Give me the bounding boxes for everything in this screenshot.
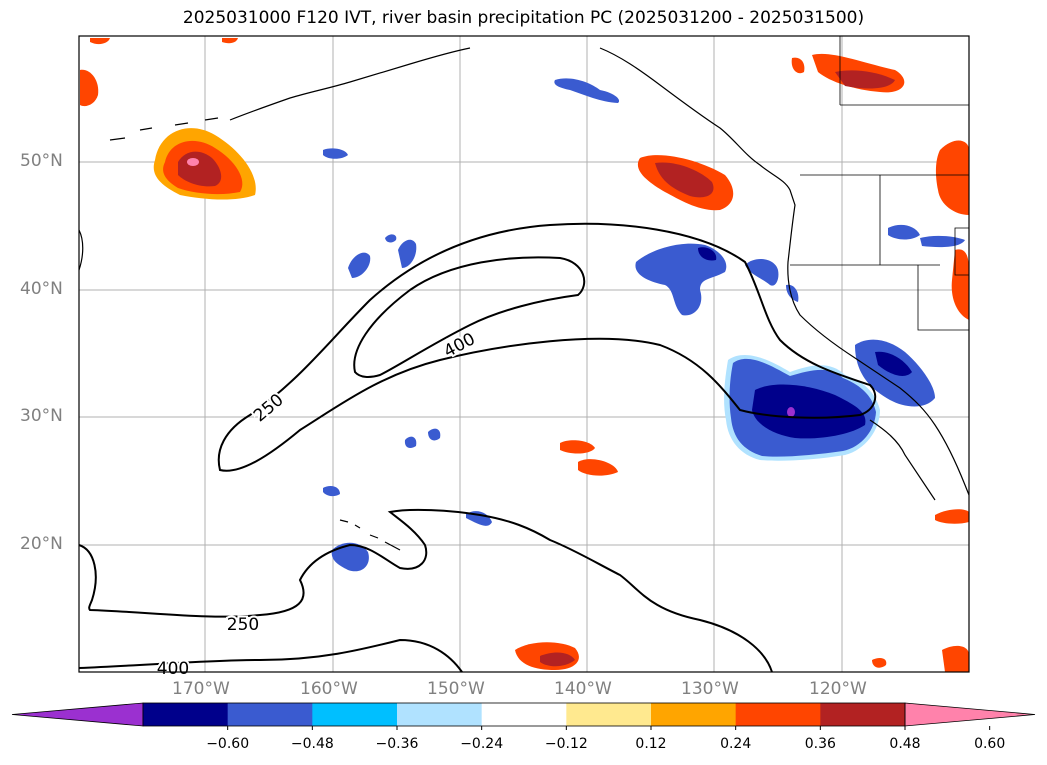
anomaly-region <box>635 243 727 316</box>
anomaly-region <box>935 509 969 524</box>
positive-anomaly-shading <box>80 38 969 672</box>
anomaly-region <box>404 436 417 448</box>
kamchatka-edge <box>78 229 84 271</box>
anomaly-region <box>554 78 620 103</box>
contour-label-400-south: 400 <box>157 659 189 679</box>
ivt-contour-250-south <box>78 508 773 673</box>
colorbar-outline <box>142 702 906 727</box>
negative-anomaly-shading <box>323 78 965 572</box>
colorbar-tick-label: −0.24 <box>460 736 504 752</box>
anomaly-region <box>398 239 417 268</box>
anomaly-region <box>888 224 920 240</box>
colorbar-tick-label: −0.36 <box>375 736 419 752</box>
lon-label-130w: 130°W <box>681 679 739 699</box>
anomaly-region <box>920 235 965 248</box>
lon-label-140w: 140°W <box>554 679 612 699</box>
anomaly-region <box>560 440 595 454</box>
hawaiian-islands <box>339 519 401 551</box>
anomaly-region <box>745 258 779 286</box>
ivt-contours <box>78 222 877 673</box>
coastlines <box>78 36 970 551</box>
colorbar <box>11 702 1036 730</box>
ivt-contour-400-south <box>78 638 463 673</box>
anomaly-region <box>428 428 441 441</box>
contour-label-250-south: 250 <box>227 615 259 635</box>
aleutian-islands-west <box>109 117 219 141</box>
anomaly-region <box>578 459 618 476</box>
anomaly-region <box>942 645 969 672</box>
colorbar-tick-label: 0.36 <box>804 736 836 752</box>
map-title: 2025031000 F120 IVT, river basin precipi… <box>182 8 865 28</box>
anomaly-region <box>872 657 887 668</box>
colorbar-tick-label: −0.48 <box>290 736 334 752</box>
ivt-contour-400 <box>353 256 586 378</box>
anomaly-region <box>331 542 369 572</box>
lat-label-40n: 40°N <box>20 279 63 299</box>
colorbar-segment <box>227 703 313 726</box>
lon-label-160w: 160°W <box>300 679 358 699</box>
anomaly-region <box>875 351 912 376</box>
colorbar-segment <box>566 703 652 726</box>
map-background <box>79 36 969 672</box>
state-borders <box>790 36 970 331</box>
anomaly-region <box>752 384 866 439</box>
anomaly-region <box>655 162 714 198</box>
colorbar-extend-high <box>904 702 1036 727</box>
anomaly-region <box>698 247 717 261</box>
colorbar-tick-label: 0.48 <box>889 736 921 752</box>
ivt-contour-250 <box>217 222 877 472</box>
colorbar-tick-label: −0.60 <box>206 736 250 752</box>
colorbar-segment <box>397 703 483 726</box>
colorbar-segment <box>735 703 821 726</box>
lon-label-150w: 150°W <box>427 679 485 699</box>
west-coast <box>599 47 970 496</box>
anomaly-region <box>835 70 895 89</box>
anomaly-region <box>323 148 348 159</box>
colorbar-segment <box>143 703 229 726</box>
anomaly-region <box>385 234 397 243</box>
colorbar-tick-label: 0.60 <box>974 736 1006 752</box>
colorbar-tick-label: −0.12 <box>544 736 588 752</box>
anomaly-region <box>80 69 99 107</box>
lat-label-50n: 50°N <box>20 151 63 171</box>
aleutian-islands <box>229 47 471 121</box>
colorbar-tick-label: 0.24 <box>720 736 752 752</box>
colorbar-tick-label: 0.12 <box>635 736 667 752</box>
baja-peninsula <box>869 419 936 501</box>
map-frame <box>78 35 970 673</box>
anomaly-region <box>935 140 969 215</box>
lat-label-20n: 20°N <box>20 534 63 554</box>
anomaly-region <box>791 57 805 74</box>
anomaly-region <box>90 38 110 45</box>
anomaly-region <box>540 652 575 667</box>
anomaly-region <box>787 407 795 417</box>
colorbar-segment <box>312 703 398 726</box>
anomaly-region <box>348 252 371 278</box>
anomaly-region <box>323 486 340 497</box>
anomaly-region <box>222 38 238 44</box>
lon-label-170w: 170°W <box>172 679 230 699</box>
colorbar-segment <box>651 703 737 726</box>
colorbar-segment <box>481 703 567 726</box>
anomaly-region <box>187 158 199 166</box>
lon-label-120w: 120°W <box>809 679 867 699</box>
lat-label-30n: 30°N <box>20 406 63 426</box>
anomaly-region <box>466 511 492 526</box>
colorbar-segment <box>820 703 906 726</box>
anomaly-region <box>951 249 969 320</box>
colorbar-extend-low <box>11 702 144 727</box>
